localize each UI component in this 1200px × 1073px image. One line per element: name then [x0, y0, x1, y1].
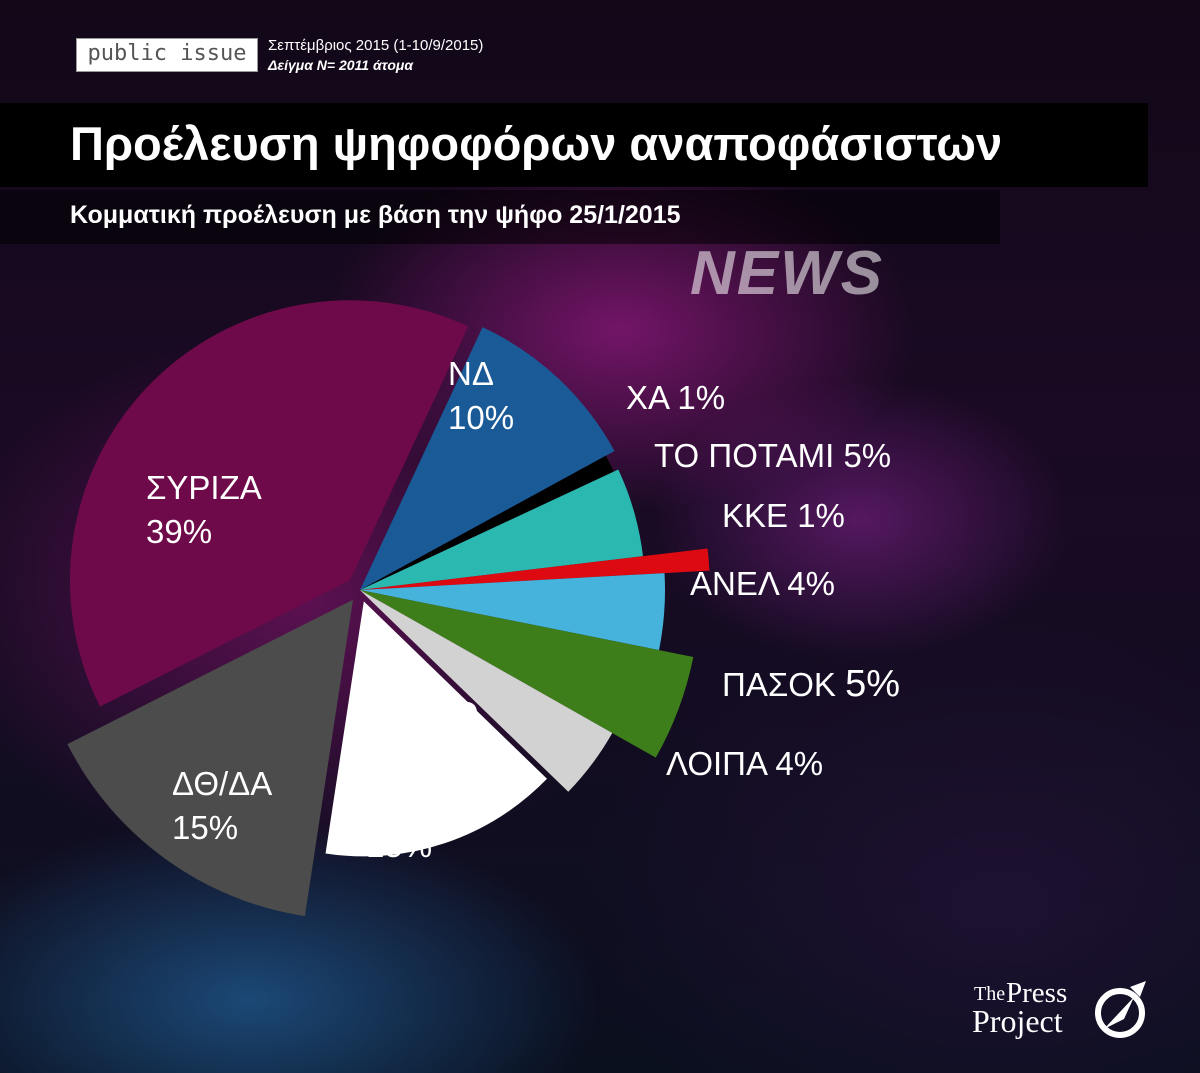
- slice-value-text: 15%: [172, 809, 239, 846]
- slice-label-7: ΛΟΙΠΑ 4%: [666, 742, 823, 786]
- slice-value-text: 10%: [448, 399, 515, 436]
- slice-value-text: 1%: [677, 379, 726, 416]
- subtitle-bar: [0, 190, 1000, 244]
- slice-label-text: ΣΥΡΙΖΑ: [146, 469, 262, 506]
- slice-label-text: ΑΚΥΡΟ: [366, 739, 480, 776]
- slice-label-3: ΤΟ ΠΟΤΑΜΙ 5%: [654, 434, 891, 478]
- slice-label-text: ΝΔ: [448, 355, 494, 392]
- logo-project: Project: [972, 1003, 1063, 1039]
- slice-label-1: ΝΔ 10%: [448, 352, 514, 440]
- slice-label-text: ΚΚΕ: [722, 497, 798, 534]
- pie-slice-1: [360, 327, 615, 590]
- chart-subtitle: Κομματική προέλευση με βάση την ψήφο 25/…: [70, 201, 681, 229]
- slice-label-4: ΚΚΕ 1%: [722, 494, 845, 538]
- slice-label-text: ΤΟ ΠΟΤΑΜΙ: [654, 437, 844, 474]
- title-bar: [0, 103, 1148, 187]
- slice-label-text: ΑΝΕΛ: [690, 565, 788, 602]
- slice-label-8: ΛΕΥΚΟ ΑΚΥΡΟ ΑΠΟΧΗ 15%: [366, 692, 483, 868]
- pie-slice-5: [360, 573, 666, 651]
- pie-slice-10: [69, 300, 469, 707]
- slice-label-text: ΛΟΙΠΑ: [666, 745, 776, 782]
- slice-label-text: ΠΑΣΟΚ: [722, 666, 846, 703]
- survey-date: Σεπτέμβριος 2015 (1-10/9/2015): [268, 37, 484, 54]
- slice-value-text: 5%: [843, 437, 892, 474]
- pie-slice-3: [360, 469, 643, 590]
- slice-label-text: ΧΑ: [626, 379, 678, 416]
- pie-slice-6: [360, 590, 694, 758]
- pie-slice-7: [360, 590, 613, 792]
- pie-slice-8: [325, 601, 547, 857]
- slice-label-6: ΠΑΣΟΚ 5%: [722, 662, 900, 707]
- slice-label-text: ΛΕΥΚΟ: [366, 695, 479, 732]
- slice-label-text: ΔΘ/ΔΑ: [172, 765, 273, 802]
- news-background-text: NEWS: [690, 239, 884, 308]
- slice-value-text: 5%: [845, 663, 901, 705]
- pie-slice-2: [360, 455, 614, 590]
- slice-label-2: ΧΑ 1%: [626, 376, 725, 420]
- chart-title: Προέλευση ψηφοφόρων αναποφάσιστων: [70, 117, 1003, 170]
- compass-icon: [1095, 981, 1146, 1038]
- slice-label-5: ΑΝΕΛ 4%: [690, 562, 835, 606]
- slice-label-10: ΣΥΡΙΖΑ 39%: [146, 466, 262, 554]
- logo-the: The: [974, 983, 1006, 1005]
- pie-slice-9: [67, 599, 353, 917]
- brand-name: public issue: [87, 41, 247, 66]
- pie-slice-4: [360, 548, 710, 590]
- slice-value-text: 4%: [787, 565, 835, 602]
- logo-press: Press: [1006, 977, 1068, 1009]
- slice-value-text: 15%: [366, 827, 433, 864]
- slice-value-text: 39%: [146, 513, 213, 550]
- slice-value-text: 4%: [775, 745, 824, 782]
- sample-size: Δείγμα Ν= 2011 άτομα: [268, 57, 414, 73]
- press-project-logo: The Press Project: [966, 977, 1166, 1047]
- slice-label-9: ΔΘ/ΔΑ 15%: [172, 762, 272, 850]
- slice-value-text: 1%: [797, 497, 845, 534]
- slice-label-text: ΑΠΟΧΗ: [366, 783, 484, 820]
- public-issue-logo: public issue: [76, 38, 258, 72]
